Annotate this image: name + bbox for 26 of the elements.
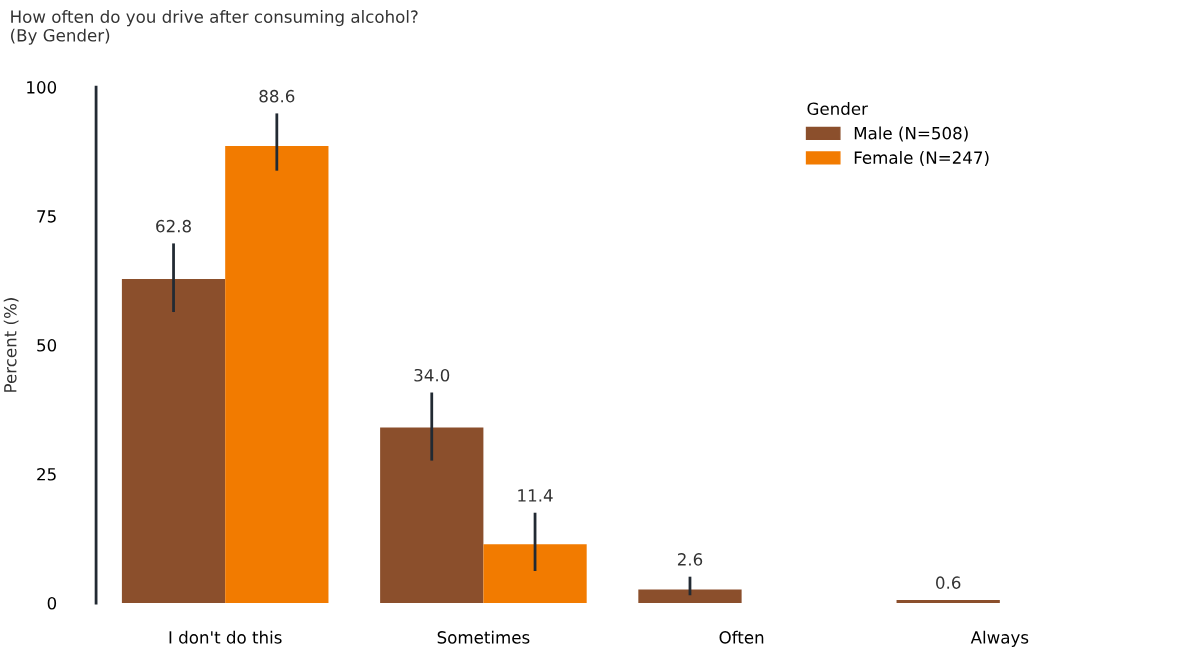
data-label: 88.6 [259, 89, 295, 103]
y-axis-title: Percent (%) [3, 298, 19, 392]
y-tick-label: 0 [47, 596, 57, 610]
legend-title: Gender [807, 102, 868, 115]
y-tick-label: 75 [37, 210, 56, 223]
data-label: 0.6 [936, 576, 961, 589]
data-label: 62.8 [156, 219, 191, 233]
bar [896, 599, 1000, 603]
bar [483, 544, 587, 603]
y-tick-label: 25 [37, 467, 56, 481]
data-label: 34.0 [414, 368, 450, 382]
chart-title: How often do you drive after consuming alcohol? (By Gender) [11, 10, 418, 45]
bar [638, 589, 742, 603]
bar [225, 145, 329, 603]
legend-label: Male (N=508) [854, 126, 968, 142]
y-tick-label: 50 [37, 339, 57, 352]
data-label: 2.6 [677, 553, 703, 566]
x-tick-label: I don't do this [169, 630, 282, 644]
x-tick-label: Often [719, 630, 764, 644]
bar [121, 279, 226, 603]
x-tick-label: Always [970, 630, 1029, 647]
x-tick-label: Sometimes [437, 630, 530, 644]
data-label: 11.4 [518, 489, 553, 502]
legend-label: Female (N=247) [854, 151, 989, 166]
y-tick-label: 100 [27, 81, 57, 94]
bar [380, 427, 484, 603]
